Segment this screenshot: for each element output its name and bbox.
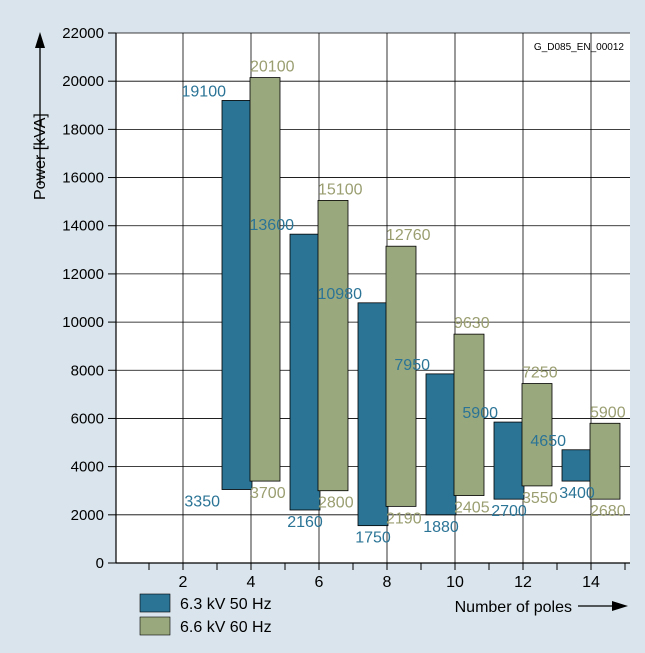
- legend-label-60hz: 6.6 kV 60 Hz: [180, 619, 272, 636]
- data-label-high-50hz-poles-12: 5900: [462, 405, 498, 422]
- x-tick-label-2: 2: [179, 574, 188, 591]
- data-label-low-50hz-poles-10: 1880: [423, 519, 459, 536]
- y-tick-label-4000: 4000: [71, 459, 104, 476]
- data-label-low-60hz-poles-10: 2405: [454, 500, 490, 517]
- data-label-high-60hz-poles-4: 20100: [250, 59, 295, 76]
- data-label-high-60hz-poles-8: 12760: [386, 227, 431, 244]
- data-label-low-50hz-poles-6: 2160: [287, 514, 323, 531]
- data-label-high-50hz-poles-14: 4650: [530, 433, 566, 450]
- data-label-high-50hz-poles-4: 19100: [182, 83, 227, 100]
- x-tick-label-6: 6: [315, 574, 324, 591]
- data-label-low-50hz-poles-12: 2700: [491, 503, 527, 520]
- data-label-low-50hz-poles-8: 1750: [355, 530, 391, 547]
- x-tick-label-14: 14: [582, 574, 600, 591]
- data-label-low-50hz-poles-4: 3350: [184, 494, 220, 511]
- data-label-low-60hz-poles-8: 2190: [386, 510, 422, 527]
- bar-60hz-poles-12: [521, 383, 553, 487]
- bar-50hz-poles-10: [425, 373, 457, 516]
- data-label-low-60hz-poles-14: 2680: [590, 503, 626, 520]
- bar-50hz-poles-4: [221, 100, 253, 490]
- y-tick-label-20000: 20000: [62, 73, 104, 90]
- y-tick-label-22000: 22000: [62, 25, 104, 42]
- y-tick-label-8000: 8000: [71, 362, 104, 379]
- figure-id: G_D085_EN_00012: [534, 42, 625, 53]
- bar-60hz-poles-10: [453, 333, 485, 496]
- axes: 0 2000 4000 6000 8000 10000 12000 14000 16000 180…: [62, 25, 630, 591]
- data-label-high-50hz-poles-6: 13600: [250, 217, 295, 234]
- bar-50hz-poles-8: [357, 302, 389, 527]
- legend-swatch-60hz: [139, 616, 171, 636]
- data-label-high-60hz-poles-10: 9630: [454, 315, 490, 332]
- bar-60hz-poles-8: [385, 245, 417, 507]
- bar-50hz-poles-12: [493, 421, 525, 500]
- data-label-high-60hz-poles-12: 7250: [522, 365, 558, 382]
- data-label-low-60hz-poles-12: 3550: [522, 490, 558, 507]
- x-tick-label-12: 12: [514, 574, 532, 591]
- y-tick-label-0: 0: [96, 555, 104, 572]
- bar-60hz-poles-14: [589, 422, 621, 500]
- bar-60hz-poles-6: [317, 200, 349, 492]
- y-axis-arrow: [35, 32, 45, 185]
- data-label-high-60hz-poles-6: 15100: [318, 181, 363, 198]
- data-label-high-50hz-poles-8: 10980: [318, 286, 363, 303]
- y-tick-label-12000: 12000: [62, 266, 104, 283]
- y-tick-label-2000: 2000: [71, 507, 104, 524]
- legend: 6.3 kV 50 Hz 6.6 kV 60 Hz: [139, 593, 272, 636]
- data-label-low-60hz-poles-6: 2800: [318, 495, 354, 512]
- y-tick-label-6000: 6000: [71, 410, 104, 427]
- bar-50hz-poles-14: [561, 449, 593, 482]
- x-tick-label-4: 4: [247, 574, 256, 591]
- data-labels: 19100 3350 13600 2160 10980 1750 7950 1880 5900 2…: [182, 59, 626, 547]
- data-label-high-60hz-poles-14: 5900: [590, 404, 626, 421]
- x-tick-label-10: 10: [446, 574, 464, 591]
- data-label-high-50hz-poles-10: 7950: [394, 357, 430, 374]
- y-tick-label-14000: 14000: [62, 218, 104, 235]
- bar-60hz-poles-4: [249, 77, 281, 482]
- data-label-low-50hz-poles-14: 3400: [559, 485, 595, 502]
- x-axis-arrow: [578, 601, 628, 611]
- y-tick-label-10000: 10000: [62, 314, 104, 331]
- legend-label-50hz: 6.3 kV 50 Hz: [180, 596, 272, 613]
- x-tick-label-8: 8: [383, 574, 392, 591]
- bar-50hz-poles-6: [289, 233, 321, 511]
- bars: [221, 77, 621, 527]
- legend-swatch-50hz: [139, 593, 171, 613]
- y-tick-label-18000: 18000: [62, 121, 104, 138]
- y-tick-label-16000: 16000: [62, 170, 104, 187]
- x-axis-label: Number of poles: [455, 599, 572, 616]
- data-label-low-60hz-poles-4: 3700: [250, 485, 286, 502]
